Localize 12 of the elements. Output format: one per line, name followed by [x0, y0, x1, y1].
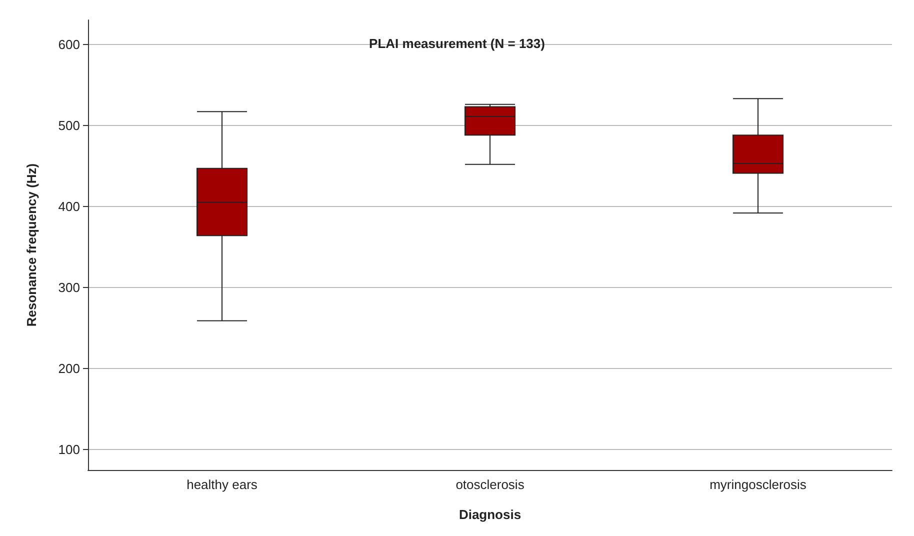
y-tick-label: 200: [58, 361, 80, 376]
y-tick-label: 600: [58, 36, 80, 52]
text: PLAI measurement (N = 133): [369, 36, 545, 51]
y-axis-title: Resonance frequency (Hz): [24, 163, 39, 327]
x-tick-label: myringosclerosis: [710, 477, 807, 492]
y-tick-label: 400: [58, 198, 80, 214]
x-axis-title: Diagnosis: [458, 507, 522, 522]
y-tick-label: 500: [58, 118, 80, 133]
y-tick-label: 100: [58, 442, 80, 458]
x-tick-label: healthy ears: [186, 477, 258, 492]
x-tick-label: otosclerosis: [456, 477, 525, 492]
y-tick-label: 300: [58, 280, 80, 296]
